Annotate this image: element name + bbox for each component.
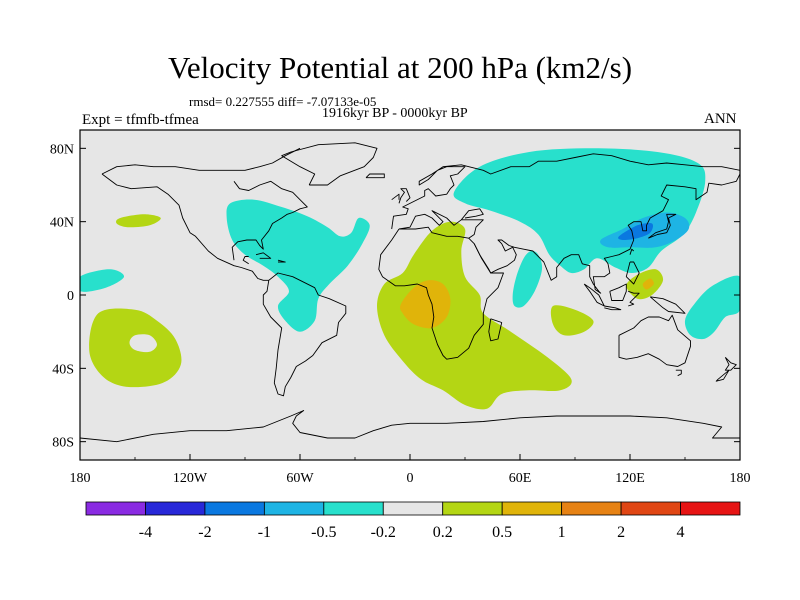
experiment-label: Expt = tfmfb-tfmea <box>82 112 199 128</box>
coastline-3 <box>242 256 249 265</box>
coastline-25 <box>618 314 691 367</box>
coastline-18 <box>629 248 635 255</box>
coastline-4 <box>255 252 272 259</box>
contour-region-africa-core <box>399 280 451 329</box>
colorbar-swatch <box>680 501 741 516</box>
colorbar-swatch <box>204 501 265 516</box>
coastline-24 <box>649 296 686 314</box>
coastline-19 <box>625 261 640 285</box>
colorbar-swatch <box>620 501 681 516</box>
coastline-0 <box>101 147 301 175</box>
stats-line: rmsd= 0.227555 diff= -7.07133e-05 <box>189 94 377 109</box>
y-tick-label: 40N <box>50 216 74 231</box>
colorbar-label: -4 <box>139 524 152 541</box>
coastline-28 <box>715 369 730 382</box>
coastline-15 <box>488 318 503 342</box>
coastline-6 <box>281 142 378 186</box>
axes: 180 120W 60W 0 60E 120E 180 80N 40N 0 40S 80S <box>50 142 751 486</box>
x-tick-label: 60W <box>286 471 314 486</box>
coastline-14 <box>378 228 504 360</box>
colorbar-label: 0.5 <box>492 524 512 541</box>
coastline-29 <box>80 410 740 443</box>
coastline-23 <box>628 290 640 307</box>
y-tick-label: 0 <box>67 289 74 304</box>
contour-region-pacific-west-negative <box>80 269 125 292</box>
x-tick-label: 120E <box>615 471 645 486</box>
colorbar-swatch <box>323 501 384 516</box>
colorbar-swatch <box>382 501 444 516</box>
colorbar-label: 1 <box>558 524 566 541</box>
x-tick-label: 120W <box>173 471 208 486</box>
coastline-22 <box>609 283 627 301</box>
colorbar-label: 0.2 <box>433 524 453 541</box>
period-label: 1916kyr BP - 0000kyr BP <box>322 106 468 121</box>
coastline-17 <box>648 213 677 239</box>
contour-region-maritime-continent-core <box>642 278 654 290</box>
coastlines <box>80 142 740 443</box>
y-tick-label: 80N <box>50 142 74 157</box>
colorbar-label: 2 <box>617 524 625 541</box>
contour-region-indian-ocean-positive <box>550 305 594 336</box>
x-tick-label: 180 <box>730 471 751 486</box>
colorbar-swatch <box>85 501 146 516</box>
coastline-8 <box>262 272 347 397</box>
coastline-2 <box>231 180 308 261</box>
contour-region-east-asia-inner <box>618 222 653 241</box>
contour-region-atlantic-na-negative <box>226 199 370 332</box>
y-tick-label: 40S <box>52 362 74 377</box>
x-tick-label: 180 <box>70 471 91 486</box>
y-tick-label: 80S <box>52 436 74 451</box>
coastline-26 <box>675 369 682 377</box>
season-label: ANN <box>704 111 737 127</box>
colorbar-label: -0.2 <box>371 524 396 541</box>
coastline-11 <box>391 193 400 201</box>
colorbar-swatch <box>263 501 325 516</box>
contour-region-south-pacific-hole <box>129 334 157 353</box>
contour-region-indian-ocean-negative <box>512 250 543 308</box>
coastline-1 <box>101 173 269 281</box>
contour-fills <box>80 148 740 410</box>
colorbar-label: -0.5 <box>311 524 336 541</box>
colorbar-label: -2 <box>198 524 211 541</box>
colorbar: -4 -2 -1 -0.5 -0.2 0.2 0.5 1 2 4 <box>85 501 741 541</box>
colorbar-swatch <box>145 501 206 516</box>
coastline-9 <box>391 153 740 230</box>
colorbar-label: 4 <box>677 524 685 541</box>
coastline-7 <box>365 173 385 179</box>
colorbar-label: -1 <box>258 524 271 541</box>
x-tick-label: 60E <box>509 471 532 486</box>
colorbar-swatch <box>442 501 503 516</box>
contour-region-north-pacific-positive <box>116 214 161 228</box>
colorbar-swatch <box>561 501 622 516</box>
contour-region-pacific-east-negative <box>684 275 740 340</box>
coastline-5 <box>277 259 286 263</box>
chart-title: Velocity Potential at 200 hPa (km2/s) <box>167 50 633 85</box>
coastline-13 <box>460 208 484 221</box>
colorbar-swatch <box>501 501 563 516</box>
contour-region-africa-positive <box>377 221 572 410</box>
coastline-27 <box>724 356 737 371</box>
coastline-21 <box>604 305 622 311</box>
x-tick-label: 0 <box>407 471 414 486</box>
coastline-16 <box>473 173 740 294</box>
coastline-10 <box>398 188 411 204</box>
